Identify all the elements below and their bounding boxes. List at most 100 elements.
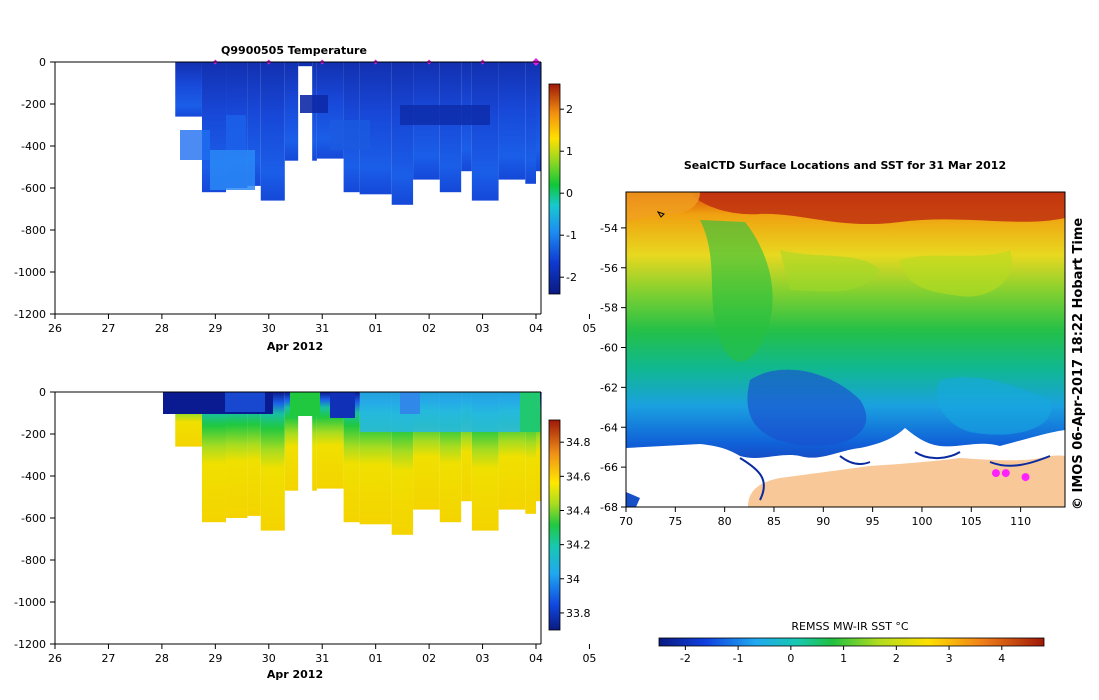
- x-tick-label: 30: [262, 652, 276, 665]
- seal-location-marker: [991, 469, 1000, 478]
- sal-profile-column: [461, 392, 472, 502]
- colorbar-tick-label: 34.6: [566, 470, 591, 483]
- sal-profile-column: [226, 392, 248, 518]
- temp-colorbar-ticks: 2 1 0 -1 -2: [560, 103, 577, 284]
- x-tick-label: 04: [529, 652, 543, 665]
- x-tick-label: 05: [582, 322, 596, 335]
- sst-colorbar-label: REMSS MW-IR SST °C: [791, 620, 909, 633]
- y-tick-label: -600: [21, 182, 46, 195]
- temp-colorbar: [548, 83, 561, 295]
- map-y-tick-label: -68: [600, 501, 618, 514]
- x-tick-label: 27: [101, 322, 115, 335]
- x-tick-label: 03: [476, 322, 490, 335]
- map-y-tick-label: -64: [600, 421, 618, 434]
- x-tick-label: 01: [369, 652, 383, 665]
- map-x-tick-label: 75: [668, 515, 682, 528]
- sal-colorbar-ticks: 34.8 34.6 34.4 34.2 34 33.8: [560, 436, 591, 620]
- x-tick-label: 04: [529, 322, 543, 335]
- colorbar-tick-label: 34.2: [566, 539, 591, 552]
- x-tick-label: 28: [155, 322, 169, 335]
- map-x-tick-label: 85: [767, 515, 781, 528]
- map-x-tick-label: 90: [816, 515, 830, 528]
- sal-colorbar: [548, 419, 561, 631]
- x-tick-label: 30: [262, 322, 276, 335]
- sal-profile-column: [536, 392, 541, 502]
- x-tick-label: 02: [422, 652, 436, 665]
- x-tick-label: 03: [476, 652, 490, 665]
- colorbar-tick-label: 2: [566, 103, 573, 116]
- y-tick-label: -200: [21, 98, 46, 111]
- colorbar-tick-label: -2: [566, 271, 577, 284]
- x-tick-label: 02: [422, 322, 436, 335]
- sal-x-ticks: 26 27 28 29 30 31 01 02 03 04 05: [48, 644, 596, 665]
- colorbar-tick-label: 34.4: [566, 504, 591, 517]
- sal-y-ticks: 0 -200 -400 -600 -800 -1000 -1200: [14, 386, 55, 651]
- x-tick-label: 27: [101, 652, 115, 665]
- map-x-tick-label: 100: [911, 515, 932, 528]
- sst-colorbar-tick-label: -2: [680, 652, 691, 665]
- x-tick-label: 29: [208, 322, 222, 335]
- temp-gap-top: [298, 62, 313, 67]
- sal-gap: [298, 392, 313, 644]
- y-tick-label: 0: [39, 386, 46, 399]
- map-x-tick-label: 80: [718, 515, 732, 528]
- map-x-tick-label: 110: [1010, 515, 1031, 528]
- y-tick-label: -400: [21, 140, 46, 153]
- temp-profile-column: [536, 62, 541, 172]
- x-tick-label: 05: [582, 652, 596, 665]
- x-tick-label: 31: [315, 652, 329, 665]
- map-y-tick-label: -62: [600, 381, 618, 394]
- sst-colorbar-tick-label: 0: [787, 652, 794, 665]
- y-tick-label: -1000: [14, 596, 46, 609]
- sst-colorbar-tick-label: 2: [893, 652, 900, 665]
- y-tick-label: -1000: [14, 266, 46, 279]
- temp-profile-column: [175, 62, 202, 117]
- sst-colorbar-ticks: -2 -1 0 1 2 3 4: [680, 646, 1005, 665]
- y-tick-label: -400: [21, 470, 46, 483]
- map-y-ticks: -54 -56 -58 -60 -62 -64 -66 -68: [600, 222, 626, 514]
- colorbar-tick-label: 34: [566, 573, 580, 586]
- sal-profile-column: [260, 392, 285, 531]
- y-tick-label: -800: [21, 554, 46, 567]
- x-tick-label: 26: [48, 322, 62, 335]
- sst-colorbar: [658, 637, 1045, 647]
- temp-profile-column: [439, 62, 462, 193]
- sst-colorbar-tick-label: 3: [946, 652, 953, 665]
- temp-y-ticks: 0 -200 -400 -600 -800 -1000 -1200: [14, 56, 55, 321]
- temp-profile-column: [260, 62, 285, 201]
- temp-profile-column: [471, 62, 499, 201]
- map-y-tick-label: -66: [600, 461, 618, 474]
- colorbar-tick-label: -1: [566, 229, 577, 242]
- temp-profile-column: [498, 62, 526, 180]
- temp-profile-columns: [175, 62, 541, 314]
- sst-colorbar-tick-label: 1: [840, 652, 847, 665]
- y-tick-label: -800: [21, 224, 46, 237]
- sal-profile-column: [525, 392, 536, 514]
- map-x-tick-label: 70: [619, 515, 633, 528]
- map-x-ticks: 70 75 80 85 90 95 100 105 110: [619, 507, 1031, 528]
- sal-profile-column: [247, 392, 261, 516]
- seal-locations: [991, 469, 1030, 482]
- temp-profile-column: [391, 62, 414, 205]
- colorbar-tick-label: 33.8: [566, 607, 591, 620]
- x-tick-label: 28: [155, 652, 169, 665]
- map-x-tick-label: 95: [866, 515, 880, 528]
- temp-gap: [298, 62, 313, 314]
- temp-x-ticks: 26 27 28 29 30 31 01 02 03 04 05: [48, 314, 596, 335]
- map-frame: [625, 191, 1066, 508]
- sst-colorbar-tick-label: -1: [733, 652, 744, 665]
- map-title: SealCTD Surface Locations and SST for 31…: [684, 159, 1006, 172]
- sst-colorbar-tick-label: 4: [998, 652, 1005, 665]
- map-y-tick-label: -60: [600, 342, 618, 355]
- x-tick-label: 29: [208, 652, 222, 665]
- y-tick-label: -200: [21, 428, 46, 441]
- temp-profile-column: [525, 62, 536, 184]
- y-tick-label: -600: [21, 512, 46, 525]
- colorbar-tick-label: 0: [566, 187, 573, 200]
- x-tick-label: 31: [315, 322, 329, 335]
- sal-profile-column: [343, 392, 360, 523]
- sal-x-label: Apr 2012: [267, 668, 323, 681]
- map-y-tick-label: -58: [600, 302, 618, 315]
- temp-chart-title: Q9900505 Temperature: [221, 44, 367, 57]
